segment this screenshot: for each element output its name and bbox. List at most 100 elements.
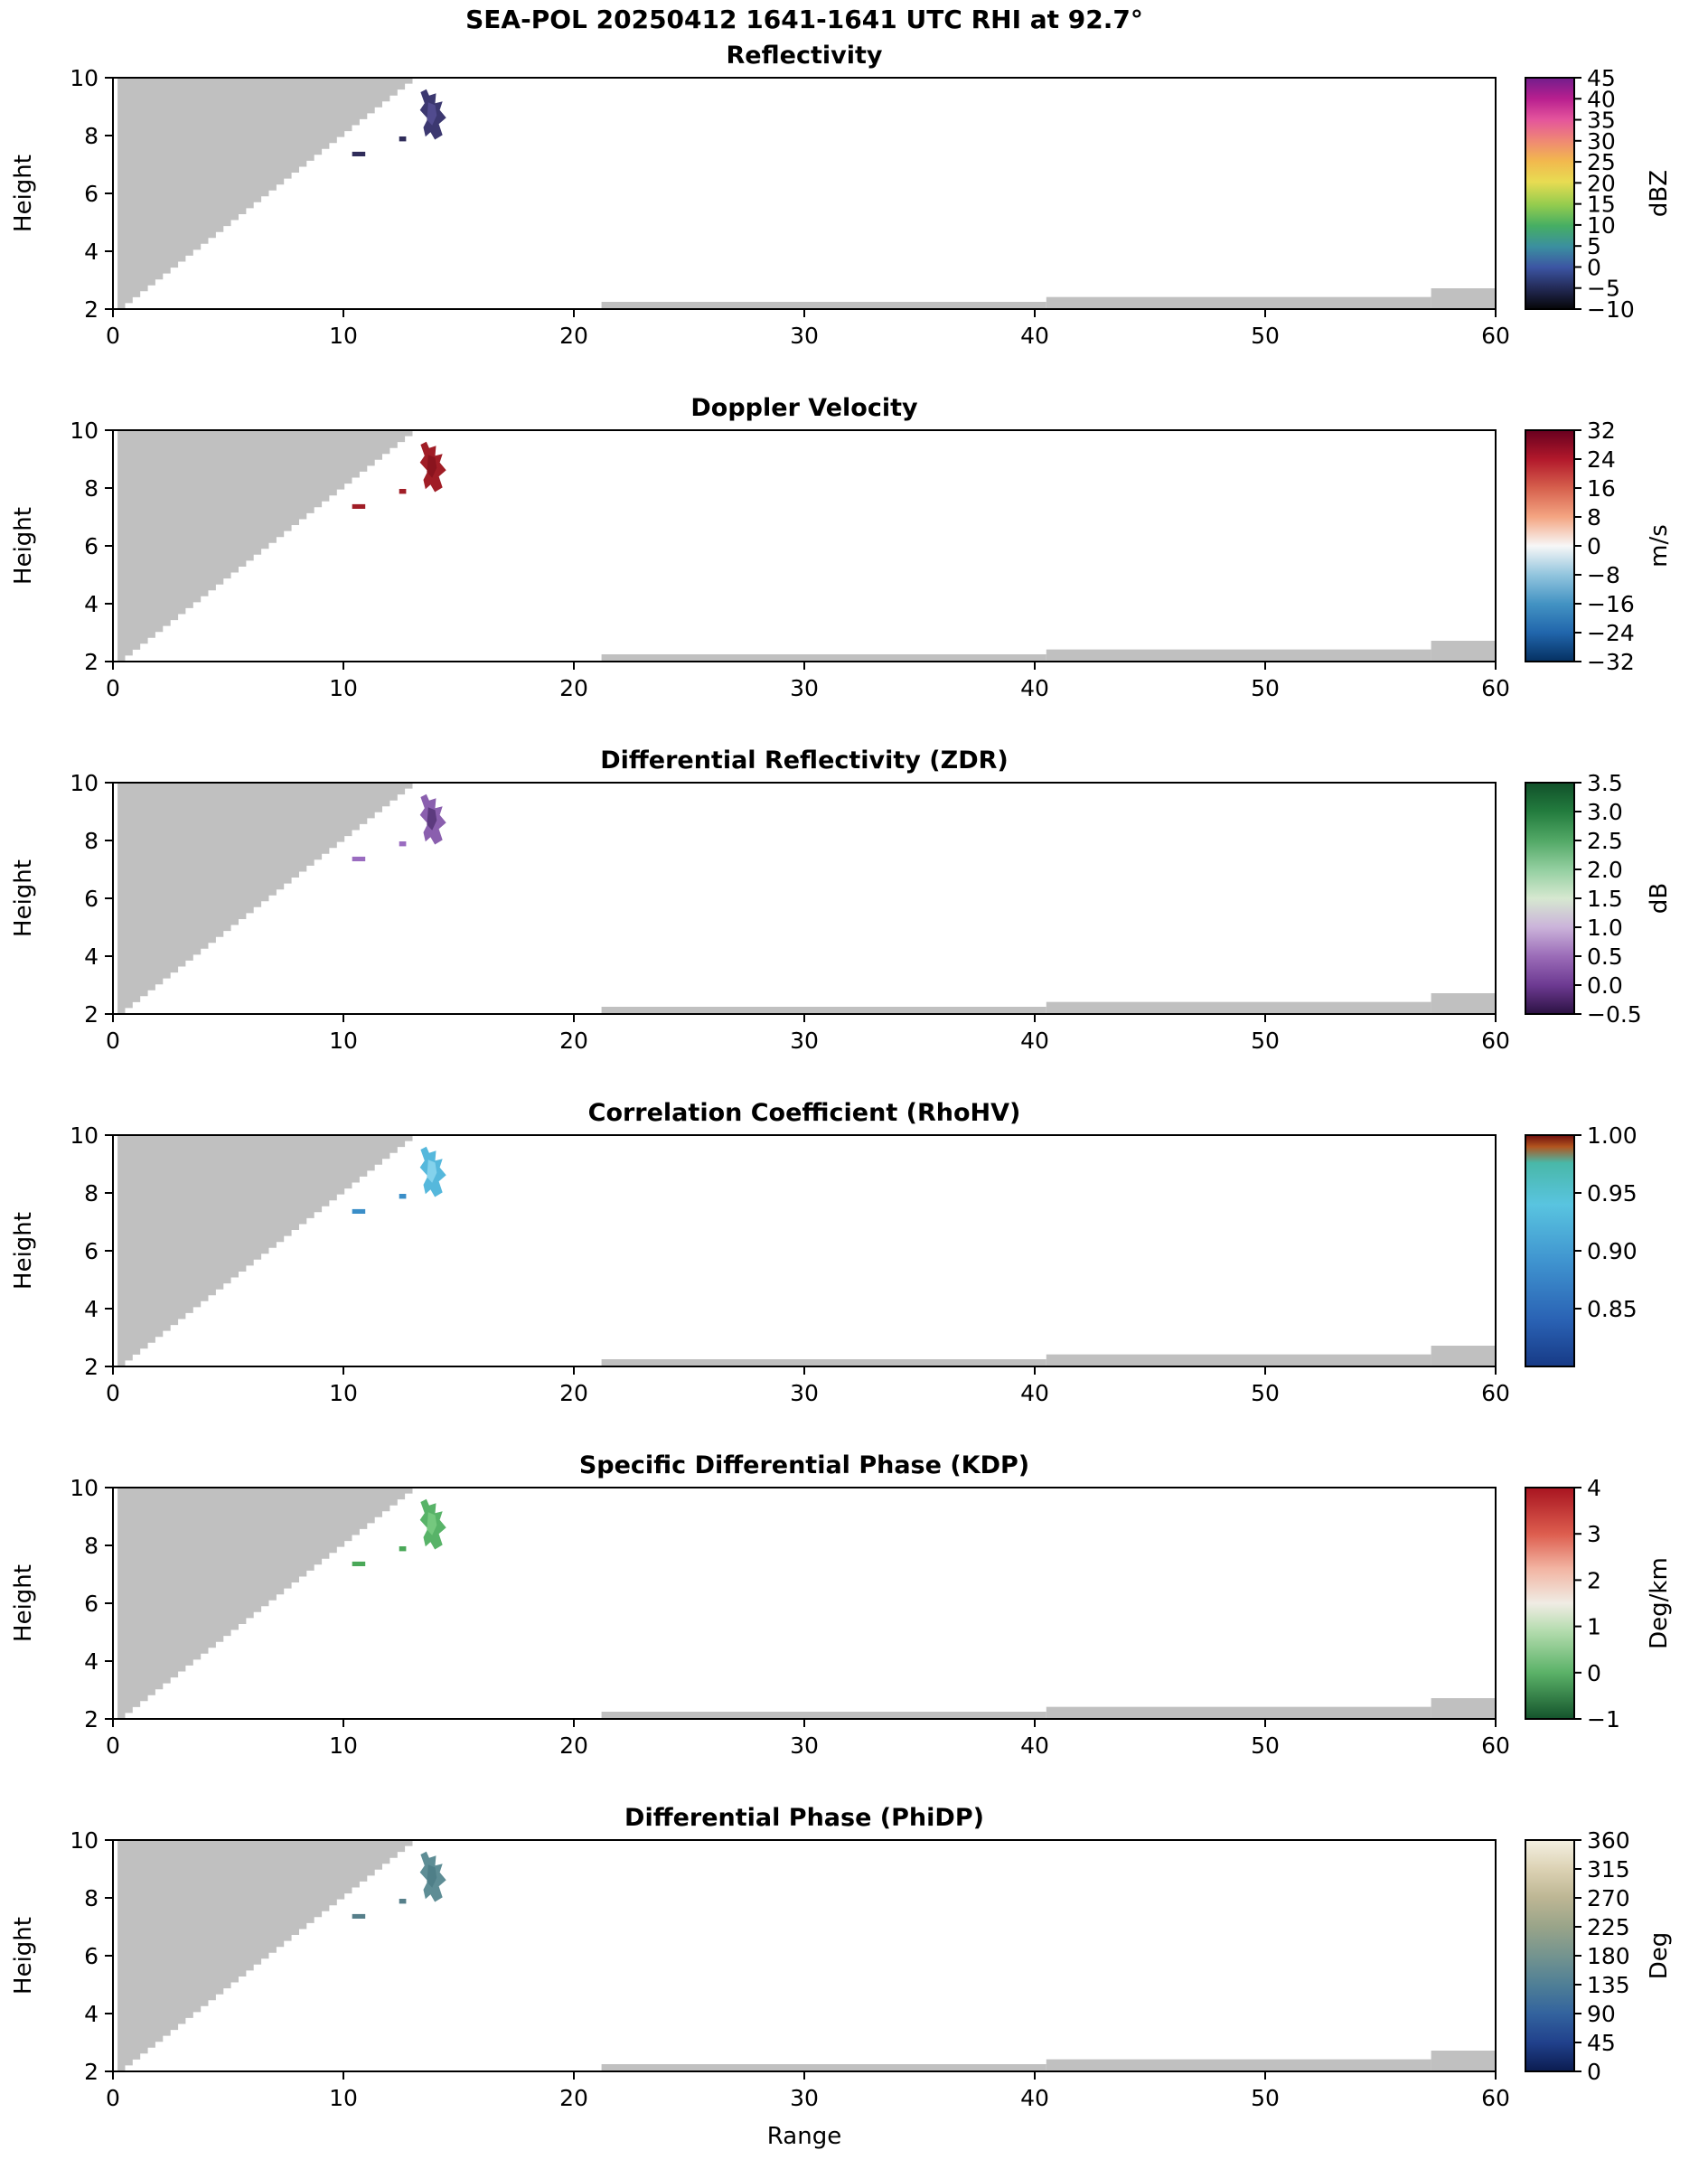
colorbar-tick-label: 225 [1587, 1914, 1630, 1940]
x-tick-label: 30 [790, 2085, 819, 2111]
terrain-strip [601, 2064, 1046, 2071]
y-tick-label: 8 [84, 828, 99, 854]
echo-speck [352, 151, 366, 156]
terrain-strip [1046, 1706, 1431, 1719]
echo-inner [427, 455, 437, 478]
y-tick-label: 8 [84, 1533, 99, 1559]
echo-speck [399, 1546, 407, 1552]
colorbar-tick-label: −8 [1587, 562, 1620, 588]
figure-title: SEA-POL 20250412 1641-1641 UTC RHI at 92… [465, 5, 1143, 34]
y-tick-label: 6 [84, 181, 99, 207]
x-tick-label: 30 [790, 1380, 819, 1406]
terrain-strip [1431, 641, 1496, 662]
terrain-strip [1431, 993, 1496, 1014]
y-tick-label: 6 [84, 533, 99, 559]
colorbar-tick-label: 0 [1587, 533, 1601, 559]
colorbar-tick-label: 45 [1587, 2030, 1616, 2056]
x-tick-label: 30 [790, 1028, 819, 1054]
colorbar-tick-label: 15 [1587, 192, 1616, 218]
y-tick-label: 10 [70, 770, 99, 796]
x-tick-label: 0 [106, 1732, 120, 1759]
echo-inner [427, 1160, 437, 1183]
panel-zdr: Differential Reflectivity (ZDR)0 10 20 30 40… [10, 746, 1673, 1054]
colorbar [1525, 1839, 1575, 2072]
terrain-strip [1431, 2051, 1496, 2071]
colorbar-tick-label: 35 [1587, 108, 1616, 134]
terrain-strip [601, 1359, 1046, 1366]
colorbar-tick-label: 4 [1587, 1475, 1601, 1501]
panel-phidp: Differential Phase (PhiDP)0 10 20 30 40 50 602… [10, 1804, 1673, 2150]
colorbar-tick-label: −1 [1587, 1706, 1620, 1732]
x-tick-label: 0 [106, 1028, 120, 1054]
terrain-strip [601, 302, 1046, 309]
y-tick-label: 4 [84, 239, 99, 265]
x-tick-label: 20 [559, 675, 588, 701]
colorbar-tick-label: 135 [1587, 1972, 1630, 1998]
panel-rhohv: Correlation Coefficient (RhoHV)0 10 20 30 40… [10, 1099, 1638, 1406]
colorbar [1525, 1134, 1575, 1367]
colorbar-tick-label: 3.0 [1587, 799, 1623, 825]
blocked-region [117, 1840, 413, 2071]
x-tick-label: 10 [329, 1732, 358, 1759]
blocked-region [117, 783, 413, 1014]
colorbar-tick-label: −32 [1587, 649, 1635, 675]
colorbar-unit-label: Deg [1646, 1932, 1673, 1980]
y-tick-label: 8 [84, 123, 99, 149]
x-tick-label: 60 [1481, 1732, 1510, 1759]
x-tick-label: 40 [1020, 675, 1049, 701]
echo-inner [427, 102, 437, 126]
echo-inner [427, 1864, 437, 1888]
terrain-strip [1431, 1698, 1496, 1719]
blocked-region [117, 1135, 413, 1366]
colorbar-tick-label: 2.0 [1587, 857, 1623, 883]
colorbar-tick-label: 8 [1587, 504, 1601, 531]
colorbar-unit-label: dBZ [1646, 170, 1673, 217]
colorbar-tick-label: 0.5 [1587, 944, 1623, 970]
x-tick-label: 20 [559, 1028, 588, 1054]
y-tick-label: 6 [84, 1238, 99, 1264]
colorbar-tick-label: 25 [1587, 149, 1616, 175]
echo-speck [399, 489, 407, 494]
y-axis-label: Height [10, 859, 37, 937]
panel-kdp: Specific Differential Phase (KDP)0 10 20 30… [10, 1451, 1673, 1759]
panel-title: Specific Differential Phase (KDP) [579, 1451, 1029, 1479]
y-tick-label: 8 [84, 1180, 99, 1207]
x-tick-label: 10 [329, 675, 358, 701]
colorbar-unit-label: m/s [1646, 524, 1673, 568]
x-tick-label: 60 [1481, 323, 1510, 349]
colorbar [1525, 77, 1575, 310]
colorbar [1525, 782, 1575, 1015]
colorbar-tick-label: 45 [1587, 65, 1616, 91]
echo-speck [399, 841, 407, 847]
y-tick-label: 4 [84, 1648, 99, 1675]
colorbar-tick-label: 0 [1587, 1660, 1601, 1686]
panel-title: Reflectivity [727, 42, 883, 70]
terrain-strip [1046, 2059, 1431, 2071]
terrain-strip [1431, 1346, 1496, 1366]
x-tick-label: 0 [106, 675, 120, 701]
colorbar-tick-label: 270 [1587, 1885, 1630, 1911]
y-tick-label: 4 [84, 591, 99, 617]
terrain-strip [1431, 288, 1496, 309]
y-tick-label: 8 [84, 1885, 99, 1911]
x-tick-label: 20 [559, 1732, 588, 1759]
y-tick-label: 2 [84, 1001, 99, 1028]
colorbar-tick-label: 20 [1587, 170, 1616, 196]
x-tick-label: 50 [1251, 675, 1280, 701]
y-axis-label: Height [10, 1917, 37, 1995]
colorbar-tick-label: 0.90 [1587, 1238, 1638, 1264]
x-tick-label: 40 [1020, 323, 1049, 349]
x-tick-label: 10 [329, 1028, 358, 1054]
colorbar-tick-label: 24 [1587, 446, 1616, 473]
y-tick-label: 8 [84, 475, 99, 502]
x-tick-label: 10 [329, 2085, 358, 2111]
echo-inner [427, 1512, 437, 1535]
colorbar-tick-label: 32 [1587, 418, 1616, 444]
colorbar-tick-label: 360 [1587, 1827, 1630, 1854]
x-tick-label: 50 [1251, 1028, 1280, 1054]
y-tick-label: 10 [70, 65, 99, 91]
terrain-strip [1046, 1001, 1431, 1014]
colorbar-tick-label: −5 [1587, 276, 1620, 302]
